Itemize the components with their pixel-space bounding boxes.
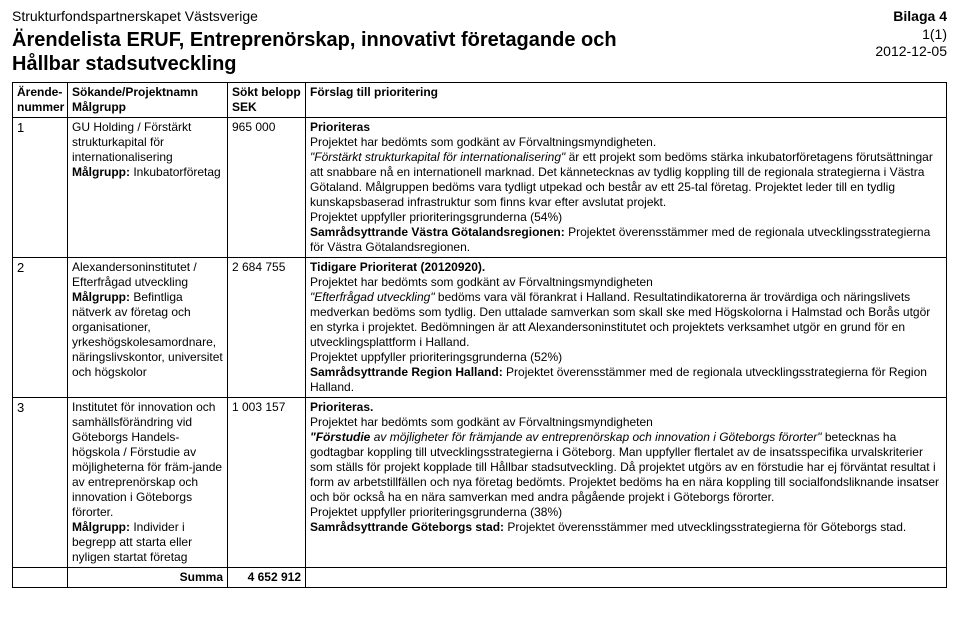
cell-applicant: Alexandersoninstitutet / Efterfrågad utv… xyxy=(68,257,228,397)
doc-title: Ärendelista ERUF, Entreprenörskap, innov… xyxy=(12,28,875,76)
cell-applicant: GU Holding / Förstärkt strukturkapital f… xyxy=(68,117,228,257)
cell-amount: 1 003 157 xyxy=(228,397,306,567)
doc-title-line1: Ärendelista ERUF, Entreprenörskap, innov… xyxy=(12,29,617,51)
cell-amount: 965 000 xyxy=(228,117,306,257)
cell-sum-blank2 xyxy=(306,567,947,587)
doc-date: 2012-12-05 xyxy=(875,43,947,61)
cell-sum-blank xyxy=(13,567,68,587)
cell-num: 3 xyxy=(13,397,68,567)
col-header-applicant: Sökande/Projektnamn Målgrupp xyxy=(68,82,228,117)
table-row: 2Alexandersoninstitutet / Efterfrågad ut… xyxy=(13,257,947,397)
table-row: 1GU Holding / Förstärkt strukturkapital … xyxy=(13,117,947,257)
doc-header: Strukturfondspartnerskapet Västsverige Ä… xyxy=(12,8,947,76)
cell-sum-amount: 4 652 912 xyxy=(228,567,306,587)
doc-title-line2: Hållbar stadsutveckling xyxy=(12,53,237,75)
cell-num: 1 xyxy=(13,117,68,257)
page-number: 1(1) xyxy=(875,26,947,44)
attachment-label: Bilaga 4 xyxy=(875,8,947,26)
cell-applicant: Institutet för innovation och samhällsfö… xyxy=(68,397,228,567)
doc-header-left: Strukturfondspartnerskapet Västsverige Ä… xyxy=(12,8,875,76)
cell-sum-label: Summa xyxy=(68,567,228,587)
col-header-amount: Sökt belopp SEK xyxy=(228,82,306,117)
cell-priority: PrioriterasProjektet har bedömts som god… xyxy=(306,117,947,257)
col-header-num: Ärende- nummer xyxy=(13,82,68,117)
cell-amount: 2 684 755 xyxy=(228,257,306,397)
table-header-row: Ärende- nummer Sökande/Projektnamn Målgr… xyxy=(13,82,947,117)
cell-priority: Prioriteras.Projektet har bedömts som go… xyxy=(306,397,947,567)
table-row: 3Institutet för innovation och samhällsf… xyxy=(13,397,947,567)
cell-num: 2 xyxy=(13,257,68,397)
arendelista-table: Ärende- nummer Sökande/Projektnamn Målgr… xyxy=(12,82,947,588)
doc-header-right: Bilaga 4 1(1) 2012-12-05 xyxy=(875,8,947,61)
col-header-priority: Förslag till prioritering xyxy=(306,82,947,117)
table-sum-row: Summa4 652 912 xyxy=(13,567,947,587)
cell-priority: Tidigare Prioriterat (20120920).Projekte… xyxy=(306,257,947,397)
org-name: Strukturfondspartnerskapet Västsverige xyxy=(12,8,875,26)
